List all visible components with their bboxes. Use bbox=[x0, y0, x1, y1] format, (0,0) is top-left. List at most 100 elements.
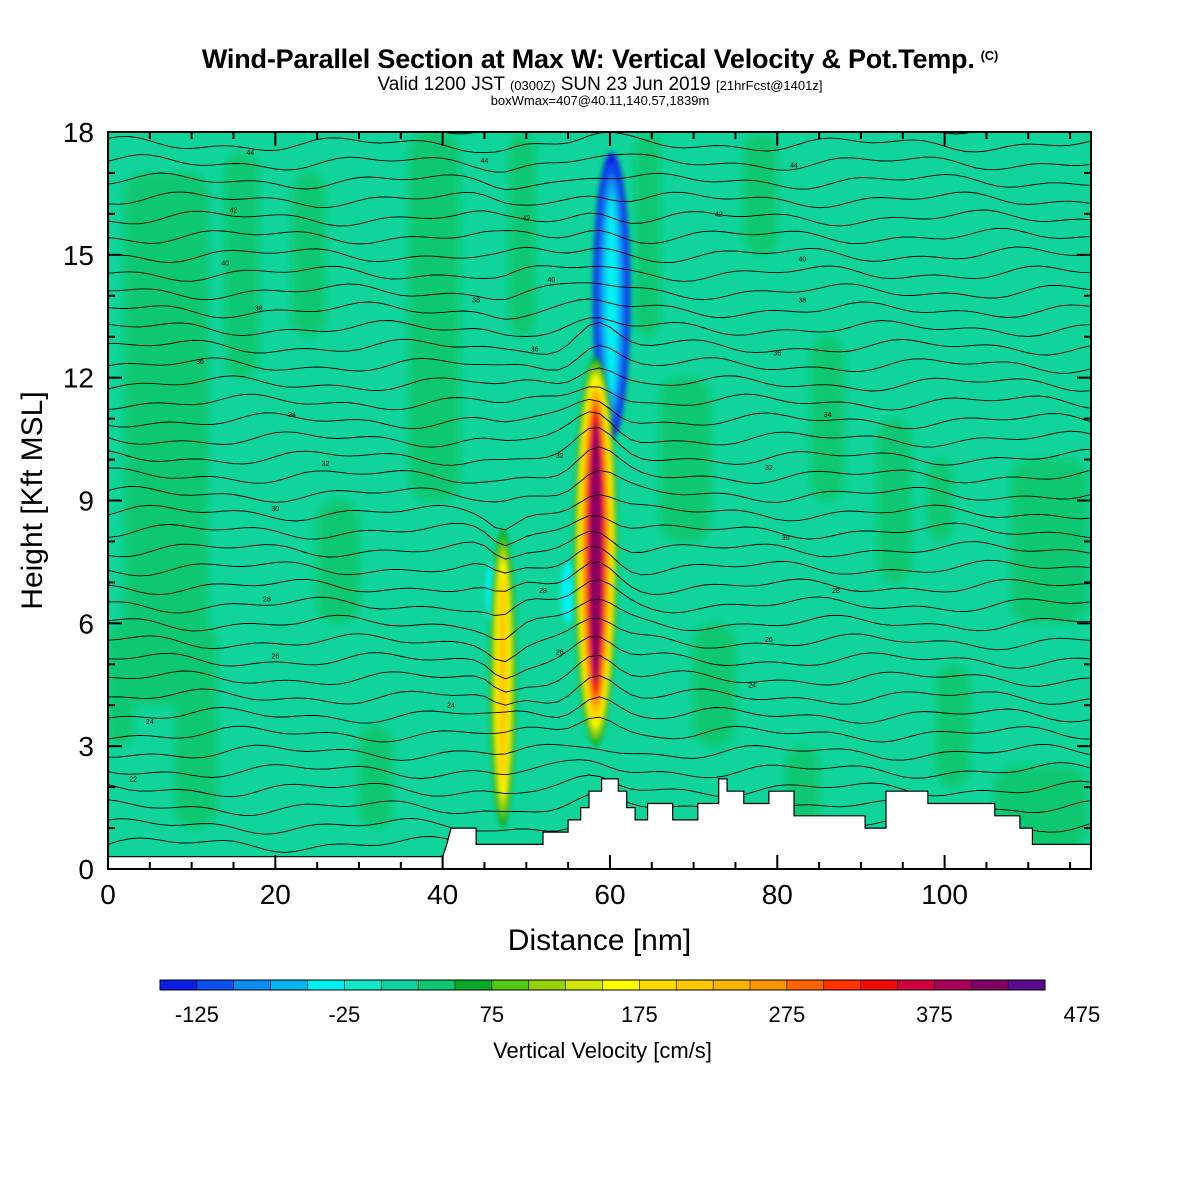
weak-updraft-patch bbox=[409, 132, 460, 501]
theta-contour-line bbox=[108, 191, 1091, 209]
theta-contour-label: 38 bbox=[798, 297, 806, 304]
colorbar-swatch bbox=[528, 980, 567, 990]
colorbar: -125 -25 75 175 275 375 475 Vertical Velocity [… bbox=[159, 979, 1101, 1063]
theta-contour-line bbox=[108, 298, 1091, 320]
weak-updraft-patch bbox=[292, 172, 326, 337]
y-tick-label: 3 bbox=[78, 731, 94, 762]
weak-updraft-patch bbox=[693, 623, 736, 747]
theta-contour-label: 24 bbox=[447, 703, 455, 710]
colorbar-swatch bbox=[381, 980, 419, 990]
theta-contour-label: 36 bbox=[773, 351, 781, 358]
chart-title-mark: (C) bbox=[980, 48, 999, 63]
theta-contour-line bbox=[108, 427, 1091, 466]
colorbar-swatch bbox=[713, 980, 751, 990]
colorbar-swatch bbox=[860, 980, 898, 990]
colorbar-label: 375 bbox=[916, 1002, 953, 1027]
theta-contour-line bbox=[108, 696, 1091, 724]
theta-contour-line bbox=[441, 132, 975, 135]
colorbar-label: 75 bbox=[480, 1002, 504, 1027]
theta-contour-label: 40 bbox=[798, 256, 806, 263]
theta-contour-label: 44 bbox=[790, 162, 798, 169]
chart-title-text: Wind-Parallel Section at Max W: Vertical… bbox=[201, 44, 975, 74]
theta-contour-line bbox=[108, 386, 1091, 411]
valid-forecast: [21hrFcst@1401z] bbox=[716, 78, 823, 93]
weak-updraft-patch bbox=[509, 132, 535, 337]
colorbar-swatch bbox=[934, 980, 972, 990]
theta-contour-label: 28 bbox=[832, 588, 840, 595]
theta-contour-line bbox=[108, 446, 1091, 485]
theta-contour-line bbox=[108, 598, 1091, 640]
theta-contour-label: 32 bbox=[765, 465, 773, 472]
theta-contour-line bbox=[108, 367, 1091, 392]
theta-contour-label: 26 bbox=[556, 649, 564, 656]
x-tick-label: 60 bbox=[594, 879, 625, 910]
theta-contour-line bbox=[108, 743, 1091, 761]
downdraft-core-level bbox=[560, 561, 576, 624]
colorbar-swatch bbox=[196, 980, 235, 990]
y-tick-label: 6 bbox=[78, 608, 94, 639]
weak-updraft-patch bbox=[108, 623, 134, 747]
x-tick-label: 100 bbox=[921, 879, 968, 910]
colorbar-swatch bbox=[786, 980, 825, 990]
theta-contour-line bbox=[108, 617, 1091, 663]
weak-updraft-patch bbox=[635, 132, 661, 337]
y-axis-label: Height [Kft MSL] bbox=[16, 391, 49, 609]
x-tick-label: 40 bbox=[427, 879, 458, 910]
colorbar-swatch bbox=[602, 980, 640, 990]
weak-updraft-patch bbox=[936, 664, 970, 788]
updraft-core bbox=[573, 357, 618, 747]
theta-contour-label: 24 bbox=[146, 719, 154, 726]
theta-contour-line bbox=[108, 282, 1091, 301]
x-axis-label: Distance [nm] bbox=[508, 924, 691, 957]
theta-contour-line bbox=[108, 759, 1091, 779]
theta-contour-line bbox=[108, 172, 1091, 191]
theta-contours: 22 24 24 24 26 26 26 28 28 28 30 30 32 32 32 34 34 36 36 36… bbox=[108, 132, 1091, 853]
colorbar-label: 175 bbox=[621, 1002, 658, 1027]
downdraft-core bbox=[560, 561, 576, 624]
colorbar-swatch bbox=[491, 980, 530, 990]
theta-contour-label: 34 bbox=[824, 412, 832, 419]
valid-prefix: Valid 1200 JST bbox=[377, 74, 505, 95]
theta-contour-line bbox=[108, 469, 1091, 503]
colorbar-swatch bbox=[1008, 980, 1046, 990]
x-tick-label: 20 bbox=[260, 879, 291, 910]
x-tick-label: 80 bbox=[762, 879, 793, 910]
theta-contour-line bbox=[108, 530, 1091, 560]
colorbar-swatch bbox=[639, 980, 677, 990]
valid-zulu: (0300Z) bbox=[509, 78, 556, 93]
weak-updraft-patch bbox=[358, 725, 393, 829]
colorbar-swatch bbox=[270, 980, 308, 990]
theta-contour-line bbox=[108, 246, 1091, 264]
theta-contour-label: 44 bbox=[246, 150, 254, 157]
colorbar-swatch bbox=[565, 980, 603, 990]
terrain-profile bbox=[107, 778, 1092, 870]
theta-contour-label: 24 bbox=[748, 682, 756, 689]
updraft-core-level bbox=[499, 578, 507, 780]
colorbar-label: -125 bbox=[175, 1002, 219, 1027]
colorbar-label: -25 bbox=[328, 1002, 360, 1027]
weak-updraft-patch bbox=[124, 172, 209, 706]
theta-contour-line bbox=[108, 636, 1091, 680]
theta-contour-label: 30 bbox=[271, 506, 279, 513]
theta-contour-label: 42 bbox=[715, 211, 723, 218]
colorbar-swatch bbox=[750, 980, 788, 990]
theta-contour-line bbox=[108, 494, 1091, 531]
theta-contour-label: 38 bbox=[472, 297, 480, 304]
colorbar-label: 275 bbox=[769, 1002, 806, 1027]
colorbar-swatch bbox=[160, 980, 198, 990]
theta-contour-label: 32 bbox=[322, 461, 330, 468]
theta-contour-line bbox=[108, 579, 1091, 616]
theta-contour-line bbox=[108, 398, 1091, 430]
y-tick-label: 12 bbox=[63, 363, 94, 394]
weak-updraft-patch bbox=[174, 623, 217, 829]
theta-contour-label: 34 bbox=[288, 412, 296, 419]
y-tick-label: 18 bbox=[63, 117, 94, 148]
theta-contour-line bbox=[108, 209, 1091, 227]
theta-contour-line bbox=[108, 265, 1091, 282]
weak-updraft-patch bbox=[660, 377, 711, 542]
colorbar-label: 475 bbox=[1064, 1002, 1101, 1027]
theta-contour-line bbox=[108, 515, 1091, 547]
y-tick-label: 9 bbox=[78, 486, 94, 517]
colorbar-swatch bbox=[971, 980, 1009, 990]
x-tick-label: 0 bbox=[100, 879, 116, 910]
